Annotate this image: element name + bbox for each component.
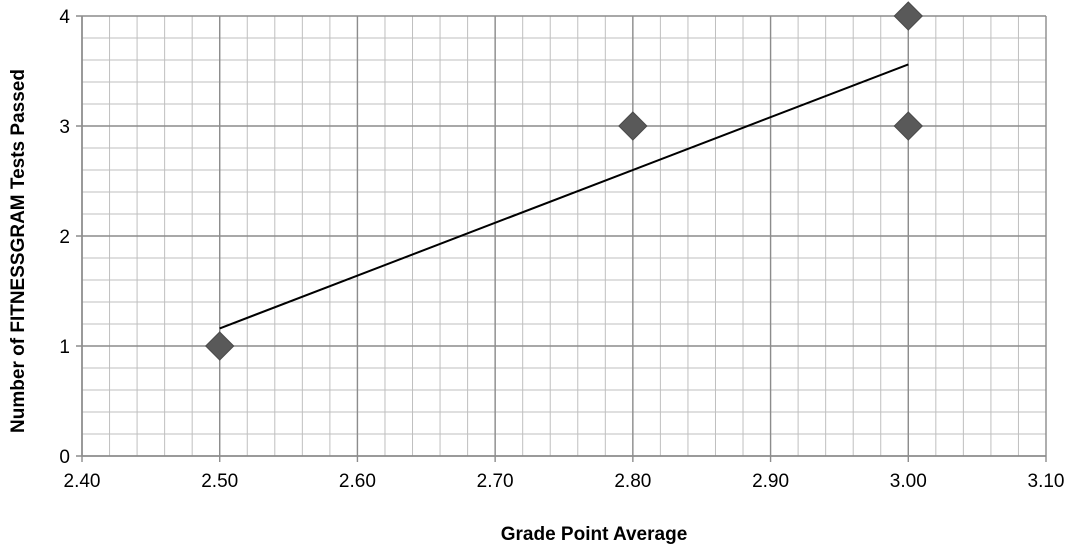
trendline (219, 63, 909, 330)
x-tick-labels: 2.40 2.50 2.60 2.70 2.80 2.90 3.00 3.10 (64, 471, 1065, 492)
x-tick-label: 2.60 (339, 471, 376, 492)
y-axis-title: Number of FITNESSGRAM Tests Passed (8, 69, 29, 433)
x-tick-label: 2.90 (752, 471, 789, 492)
x-tick-label: 3.00 (890, 471, 927, 492)
data-point-diamond (893, 111, 923, 141)
data-point-diamond (205, 331, 235, 361)
data-points (205, 1, 923, 361)
y-tick-labels: 0 1 2 3 4 (59, 7, 70, 468)
x-tick-label: 2.80 (614, 471, 651, 492)
y-tick-label: 0 (59, 447, 70, 468)
y-tick-label: 3 (59, 117, 70, 138)
data-point-diamond (893, 1, 923, 31)
x-tick-label: 2.70 (477, 471, 514, 492)
x-tick-label: 2.40 (64, 471, 101, 492)
x-tick-label: 3.10 (1028, 471, 1065, 492)
y-tick-label: 2 (59, 227, 70, 248)
x-tick-label: 2.50 (201, 471, 238, 492)
y-tick-label: 4 (59, 7, 70, 28)
y-tick-label: 1 (59, 337, 70, 358)
data-point-diamond (618, 111, 648, 141)
trendline-group (219, 63, 909, 330)
major-gridlines (76, 15, 1047, 462)
axes (81, 16, 1046, 457)
x-axis-title: Grade Point Average (501, 524, 688, 545)
